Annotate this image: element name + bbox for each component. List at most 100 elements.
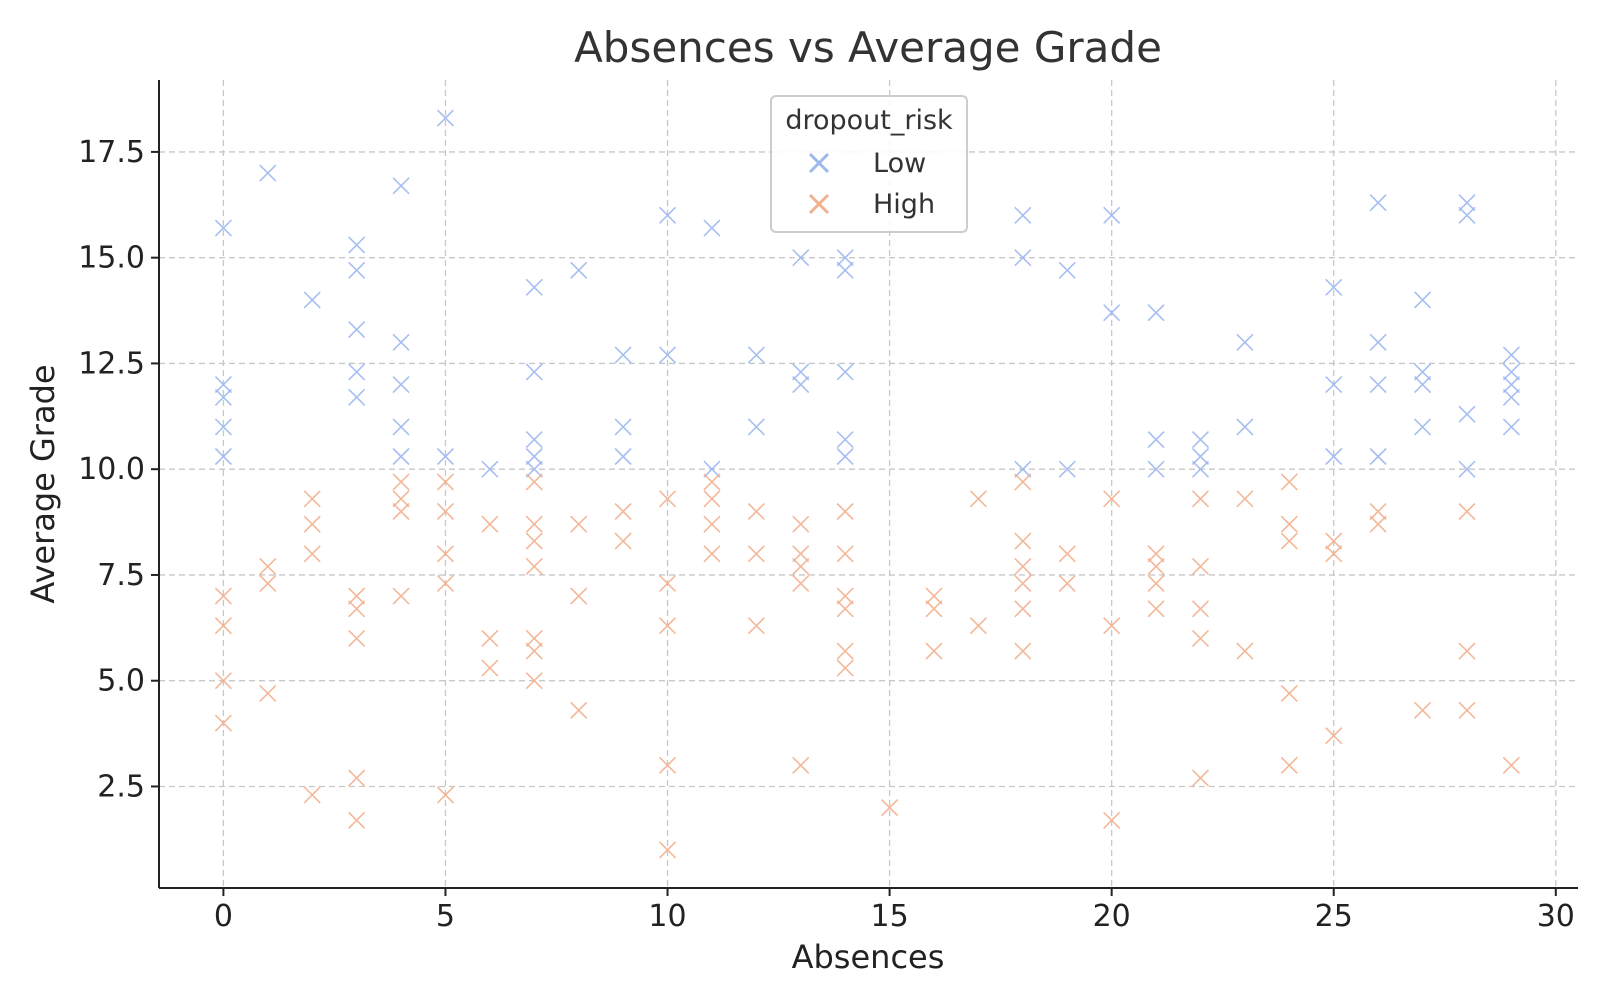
ticks-layer: 0 5 10 15 20 25 30 2.5 5.0 7.5 10.0 12.5 15.0 17.5 xyxy=(78,135,1575,934)
data-point-low xyxy=(1147,431,1165,449)
data-point-low xyxy=(1369,194,1387,212)
data-point-high xyxy=(303,515,321,533)
x-tick-label: 20 xyxy=(1093,899,1131,934)
data-point-high xyxy=(1280,684,1298,702)
data-point-low xyxy=(392,333,410,351)
data-point-high xyxy=(525,642,543,660)
data-point-low xyxy=(1413,291,1432,309)
data-point-high xyxy=(658,490,677,508)
x-tick-label: 10 xyxy=(648,899,686,934)
data-point-high xyxy=(1236,642,1254,660)
data-point-high xyxy=(348,769,366,787)
data-point-low xyxy=(214,447,232,466)
data-point-high xyxy=(1191,629,1210,647)
data-point-high xyxy=(436,786,455,804)
data-point-high xyxy=(1369,515,1387,533)
data-point-low xyxy=(836,261,854,279)
data-point-high xyxy=(481,659,499,677)
data-point-low xyxy=(792,376,810,394)
data-point-low xyxy=(792,363,810,381)
data-point-low xyxy=(1236,333,1254,351)
legend-title: dropout_risk xyxy=(785,105,953,136)
data-point-high xyxy=(792,545,810,563)
data-point-low xyxy=(525,278,543,296)
data-point-low xyxy=(1502,418,1520,436)
data-point-high xyxy=(836,659,854,677)
data-point-low xyxy=(348,261,366,279)
data-point-high xyxy=(1280,473,1298,491)
data-point-high xyxy=(436,502,455,521)
data-point-low xyxy=(703,219,721,237)
data-point-high xyxy=(658,574,677,592)
data-point-high xyxy=(525,629,543,647)
data-point-low xyxy=(658,206,677,224)
data-point-high xyxy=(348,629,366,647)
data-point-high xyxy=(392,490,410,508)
data-point-high xyxy=(525,473,543,491)
data-point-low xyxy=(1458,194,1476,212)
legend-marker-high xyxy=(808,193,830,215)
data-point-high xyxy=(836,502,854,521)
data-point-high xyxy=(1280,515,1298,533)
data-point-high xyxy=(881,799,899,817)
data-point-high xyxy=(525,672,543,690)
data-point-low xyxy=(303,291,321,309)
data-point-high xyxy=(1058,545,1076,563)
data-point-high xyxy=(525,532,543,550)
data-point-high xyxy=(1191,557,1210,576)
data-point-low xyxy=(1147,460,1165,478)
data-point-high xyxy=(481,515,499,533)
data-point-high xyxy=(525,557,543,576)
data-point-low xyxy=(1502,346,1520,364)
legend-label-low: Low xyxy=(873,148,926,179)
data-point-high xyxy=(747,545,765,563)
data-point-high xyxy=(747,617,765,635)
data-point-low xyxy=(1502,363,1520,381)
data-point-high xyxy=(925,587,943,605)
data-point-low xyxy=(1058,460,1076,478)
data-point-high xyxy=(614,532,632,550)
data-point-high xyxy=(703,545,721,563)
data-point-high xyxy=(1014,557,1032,576)
data-point-low xyxy=(1014,460,1032,478)
data-point-low xyxy=(614,447,632,466)
data-point-low xyxy=(570,261,588,279)
data-point-low xyxy=(1103,304,1121,322)
legend: dropout_risk Low High xyxy=(770,95,968,233)
data-point-low xyxy=(1502,388,1520,406)
data-point-high xyxy=(1147,545,1165,563)
data-point-high xyxy=(259,684,277,702)
data-point-low xyxy=(348,236,366,254)
data-point-high xyxy=(1147,600,1165,618)
legend-box xyxy=(770,95,968,233)
data-point-low xyxy=(214,219,232,237)
data-point-low xyxy=(836,447,854,466)
data-point-high xyxy=(1325,727,1343,745)
data-point-high xyxy=(303,490,321,508)
x-tick-label: 30 xyxy=(1537,899,1575,934)
data-point-low xyxy=(1014,206,1032,224)
data-point-high xyxy=(481,629,499,647)
data-point-low xyxy=(1014,249,1032,267)
data-point-low xyxy=(481,460,499,478)
data-point-low xyxy=(392,177,410,195)
data-point-low xyxy=(1325,376,1343,394)
data-point-high xyxy=(1191,769,1210,787)
data-point-high xyxy=(1014,574,1032,592)
data-point-low xyxy=(747,346,765,364)
data-point-high xyxy=(1325,545,1343,563)
data-point-high xyxy=(658,617,677,635)
data-point-low xyxy=(703,460,721,478)
y-tick-label: 17.5 xyxy=(78,135,145,170)
data-point-low xyxy=(1413,363,1432,381)
y-tick-label: 12.5 xyxy=(78,346,145,381)
data-point-high xyxy=(214,672,232,690)
data-point-high xyxy=(1369,502,1387,521)
data-point-high xyxy=(570,701,588,719)
data-point-high xyxy=(1103,617,1121,635)
data-point-low xyxy=(348,321,366,339)
x-axis-title: Absences xyxy=(792,938,945,976)
series-high xyxy=(214,473,1520,859)
